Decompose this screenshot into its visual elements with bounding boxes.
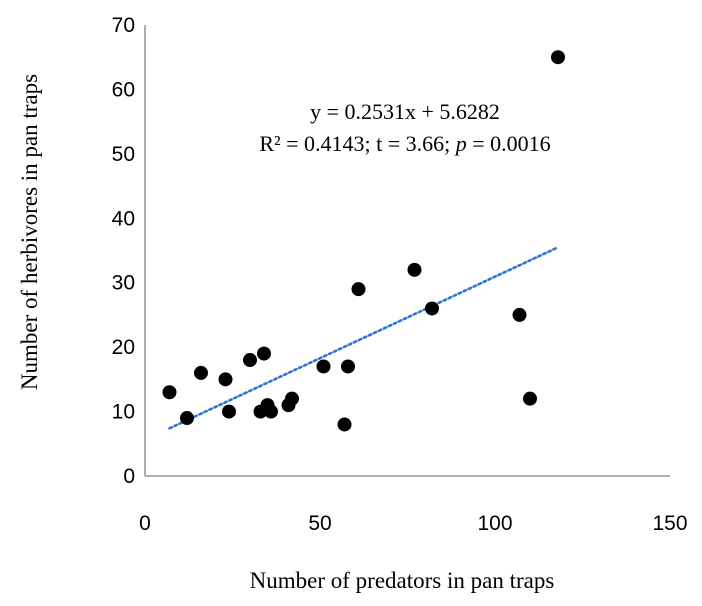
y-tick-label: 60: [112, 78, 135, 101]
data-point: [551, 50, 565, 65]
data-point: [243, 353, 257, 368]
y-tick-label: 20: [112, 336, 135, 359]
y-tick-label: 40: [112, 207, 135, 230]
data-point: [162, 385, 177, 400]
data-point: [425, 301, 439, 316]
stats-annotation-p-value: = 0.0016: [467, 131, 551, 156]
data-point: [285, 391, 299, 406]
y-tick-label: 10: [112, 401, 135, 424]
x-tick-label: 100: [477, 512, 512, 535]
data-point: [512, 307, 527, 322]
data-point: [337, 417, 352, 432]
data-point: [341, 359, 355, 374]
y-tick-labels: 0 10 20 30 40 50 60 70: [112, 14, 135, 488]
data-point: [218, 372, 233, 387]
y-tick-label: 70: [112, 14, 135, 37]
data-point: [407, 262, 422, 277]
y-tick-label: 50: [112, 143, 135, 166]
y-tick-label: 30: [112, 272, 135, 295]
data-point: [316, 359, 331, 374]
x-axis-title: Number of predators in pan traps: [250, 568, 555, 593]
stats-annotation: R² = 0.4143; t = 3.66; p = 0.0016: [259, 131, 550, 156]
x-tick-label: 50: [308, 512, 331, 535]
x-tick-label: 0: [139, 512, 151, 535]
data-point: [180, 411, 194, 426]
y-axis-title: Number of herbivores in pan traps: [17, 74, 42, 390]
data-point: [222, 404, 236, 419]
equation-annotation: y = 0.2531x + 5.6282: [310, 99, 500, 124]
x-tick-labels: 0 50 100 150: [139, 512, 687, 535]
trendline: [168, 246, 560, 430]
x-tick-label: 150: [652, 512, 687, 535]
data-points: [162, 50, 565, 432]
data-point: [264, 404, 278, 419]
data-point: [523, 391, 537, 406]
stats-annotation-p-symbol: p: [454, 131, 467, 156]
stats-annotation-main: R² = 0.4143; t = 3.66;: [259, 131, 455, 156]
data-point: [194, 365, 208, 380]
y-tick-label: 0: [123, 465, 135, 488]
data-point: [351, 282, 366, 297]
data-point: [257, 346, 271, 361]
